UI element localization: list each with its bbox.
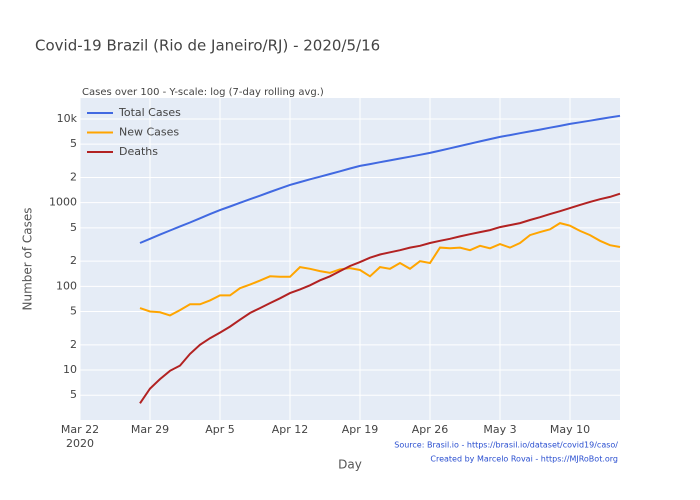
- y-tick-label: 2: [70, 338, 77, 351]
- x-tick-label: Apr 19: [342, 423, 379, 436]
- plot-area: [80, 98, 620, 420]
- y-tick-label: 5: [70, 137, 77, 150]
- series-line: [139, 192, 621, 404]
- legend-label: Deaths: [119, 145, 158, 158]
- x-tick-label: Apr 12: [272, 423, 309, 436]
- annotation: Source: Brasil.io - https://brasil.io/da…: [394, 441, 618, 450]
- y-tick-label: 1000: [49, 196, 77, 209]
- y-tick-label: 5: [70, 388, 77, 401]
- x-tick-label: Apr 5: [205, 423, 235, 436]
- chart-title: Covid-19 Brazil (Rio de Janeiro/RJ) - 20…: [35, 37, 380, 55]
- series-line: [139, 222, 621, 317]
- series-line: [139, 114, 621, 244]
- x-tick-label: May 3: [483, 423, 516, 436]
- x-tick-label: May 10: [550, 423, 590, 436]
- x-axis-label: Day: [338, 458, 362, 472]
- y-tick-label: 5: [70, 221, 77, 234]
- y-axis-label: Number of Cases: [21, 207, 35, 310]
- x-tick-label: Mar 22 2020: [61, 423, 99, 450]
- x-tick-label: Apr 26: [412, 423, 449, 436]
- y-tick-label: 10: [63, 363, 77, 376]
- legend-label: New Cases: [119, 126, 179, 139]
- y-tick-label: 2: [70, 170, 77, 183]
- y-tick-label: 2: [70, 254, 77, 267]
- legend-label: Total Cases: [118, 106, 181, 119]
- y-tick-label: 10k: [57, 112, 78, 125]
- x-tick-label: Mar 29: [131, 423, 169, 436]
- annotation: Created by Marcelo Rovai - https://MJRoB…: [430, 455, 618, 464]
- y-tick-label: 5: [70, 305, 77, 318]
- y-tick-label: 100: [56, 279, 77, 292]
- chart-subtitle: Cases over 100 - Y-scale: log (7-day rol…: [82, 87, 324, 98]
